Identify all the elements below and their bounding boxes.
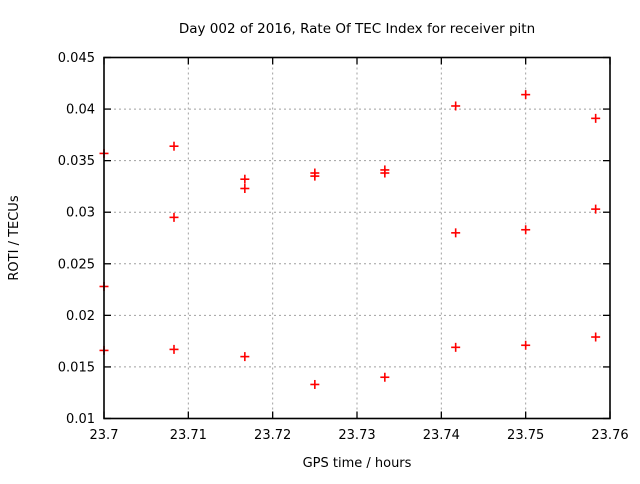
axes-layer — [103, 56, 611, 420]
y-tick-label: 0.015 — [58, 360, 95, 375]
y-tick-label: 0.045 — [58, 51, 95, 66]
data-point — [521, 90, 531, 100]
x-tick-label: 23.74 — [423, 428, 460, 443]
tick-labels-layer: 0.01 0.015 0.02 0.025 0.03 0.035 0.04 0.045 23.7… — [58, 51, 629, 443]
x-tick-label: 23.75 — [507, 428, 544, 443]
x-tick-label: 23.72 — [254, 428, 291, 443]
chart-title: Day 002 of 2016, Rate Of TEC Index for r… — [179, 21, 535, 37]
data-point — [169, 344, 179, 354]
y-tick-label: 0.01 — [66, 412, 95, 427]
data-point — [169, 212, 179, 222]
data-point — [240, 174, 250, 184]
grid-layer — [104, 57, 610, 419]
points-layer — [99, 90, 601, 389]
data-point — [591, 204, 601, 214]
data-point — [451, 101, 461, 111]
y-tick-label: 0.025 — [58, 257, 95, 272]
data-point — [380, 372, 390, 382]
data-point — [310, 171, 320, 181]
data-point — [521, 340, 531, 350]
data-point — [169, 141, 179, 151]
y-tick-label: 0.04 — [66, 103, 95, 118]
data-point — [380, 168, 390, 178]
x-tick-label: 23.7 — [90, 428, 119, 443]
y-tick-label: 0.02 — [66, 309, 95, 324]
data-point — [521, 225, 531, 235]
data-point — [240, 352, 250, 362]
y-tick-label: 0.035 — [58, 154, 95, 169]
y-tick-label: 0.03 — [66, 206, 95, 221]
x-tick-label: 23.76 — [591, 428, 628, 443]
data-point — [591, 113, 601, 123]
x-tick-label: 23.71 — [170, 428, 207, 443]
y-axis-label: ROTI / TECUs — [7, 195, 22, 280]
data-point — [591, 332, 601, 342]
data-point — [451, 228, 461, 238]
data-point — [240, 183, 250, 193]
data-point — [451, 342, 461, 352]
x-tick-label: 23.73 — [338, 428, 375, 443]
data-point — [310, 379, 320, 389]
x-axis-label: GPS time / hours — [303, 456, 412, 471]
